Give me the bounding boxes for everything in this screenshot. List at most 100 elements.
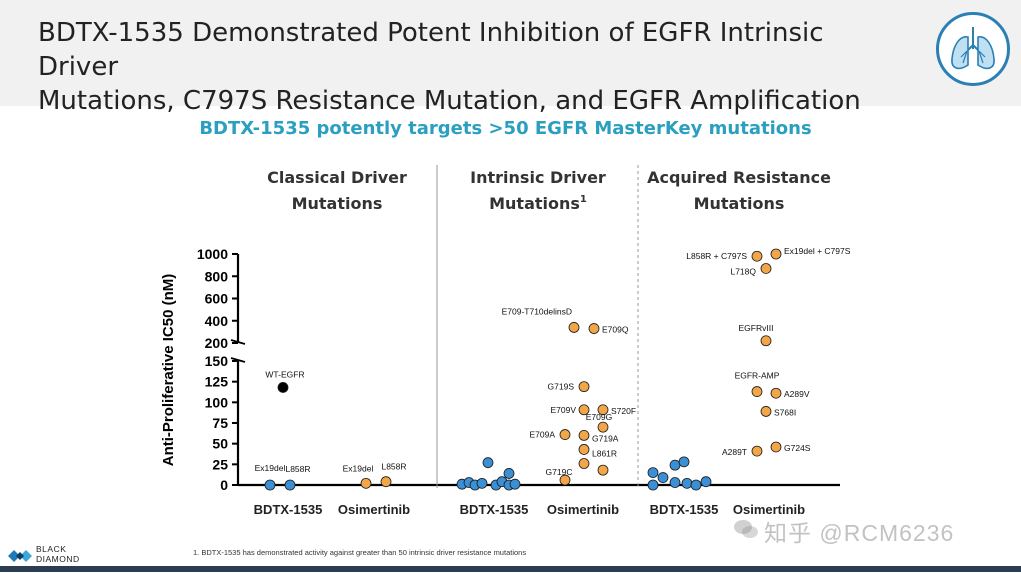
bottom-bar [0,566,1021,572]
osimertinib-point [770,441,782,453]
y-tick-label: 600 [205,291,229,307]
bdtx-point [669,477,681,488]
y-tick-label: 150 [205,353,229,369]
point-label: G719A [592,433,619,443]
watermark-text: 知乎 @RCM6236 [764,520,955,546]
page-title-line2: Mutations, C797S Resistance Mutation, an… [38,86,861,116]
y-tick-label: 50 [212,436,228,452]
osimertinib-point [578,458,590,469]
point-label: E709A [529,430,555,440]
osimertinib-point [751,445,763,457]
bdtx-point [678,456,690,468]
osimertinib-point [597,464,609,476]
osimertinib-point [380,476,392,488]
bdtx-point [482,457,494,469]
y-tick-label: 75 [212,415,228,431]
point-label: L858R + C797S [686,251,747,261]
osimertinib-point [760,263,772,274]
chart-subtitle: BDTX-1535 potently targets >50 EGFR Mast… [199,118,812,139]
point-label: S720F [611,406,636,416]
y-tick-label: 1000 [197,246,228,262]
y-tick-label: 0 [220,477,228,493]
osimertinib-point [578,381,590,393]
bdtx-point [509,478,521,490]
y-tick-label: 200 [205,335,229,351]
header-bar [0,0,1021,106]
y-tick-label: 100 [205,394,229,410]
black-diamond-logo: BLACK DIAMOND [6,544,106,568]
logo-line2: DIAMOND [36,554,80,564]
osimertinib-point [578,429,590,441]
bdtx-point [647,479,659,491]
osimertinib-point [597,404,609,416]
x-group-label: BDTX-1535 [650,502,719,517]
bdtx-point [681,477,693,489]
point-label: EGFRvIII [739,323,774,333]
page-title: BDTX-1535 Demonstrated Potent Inhibition… [38,16,898,118]
bdtx-point [690,479,702,491]
panel-title-line2: Mutations [694,194,785,213]
wt-egfr-point [277,382,289,393]
y-tick-label: 800 [205,268,229,284]
panel-title-line2: Mutations [292,194,383,213]
footnote: 1. BDTX-1535 has demonstrated activity a… [193,548,527,557]
x-group-label: BDTX-1535 [254,502,323,517]
point-label: EGFR-AMP [735,371,780,381]
point-label: Ex19del [255,463,286,473]
point-label: E709-T710delinsD [502,306,572,316]
osimertinib-point [588,323,600,334]
osimertinib-point [760,335,772,347]
osimertinib-point [578,444,590,455]
osimertinib-point [568,322,580,333]
page-title-line1: BDTX-1535 Demonstrated Potent Inhibition… [38,18,824,82]
bdtx-point [284,479,296,491]
panel-title-line1: Intrinsic Driver [470,168,606,187]
osimertinib-point [559,474,571,486]
panel-title-line1: Classical Driver [267,168,407,187]
point-label: L858R [381,462,406,472]
diamond-logo-icon [8,550,32,562]
watermark: 知乎 @RCM6236 [728,514,954,548]
osimertinib-point [597,421,609,433]
point-label: Ex19del + C797S [784,246,851,256]
bdtx-point [657,472,669,483]
point-label: E709V [550,405,576,415]
point-label: S768I [774,407,796,417]
point-label: E709G [586,412,612,422]
y-tick-label: 25 [212,456,228,472]
osimertinib-point [770,387,782,399]
point-label: L858R [285,464,310,474]
bdtx-point [700,476,712,488]
wechat-icon [734,520,758,538]
point-label: L718Q [730,266,756,276]
logo-line1: BLACK [36,544,67,554]
y-tick-label: 125 [205,374,229,390]
osimertinib-point [578,404,590,416]
osimertinib-point [559,429,571,440]
point-label: Ex19del [343,463,374,473]
x-group-label: Osimertinib [733,502,805,517]
point-label: WT-EGFR [265,369,304,379]
osimertinib-point [751,386,763,397]
y-axis-label: Anti-Proliferative IC50 (nM) [160,274,177,467]
osimertinib-point [751,250,763,262]
ic50-scatter-chart: 0 25 50 75 100 125 150 200 400 600 800 1000 Anti-Pro… [160,165,851,517]
point-label: L861R [592,449,617,459]
x-group-label: Osimertinib [547,502,619,517]
bdtx-point [647,467,659,479]
x-group-label: BDTX-1535 [460,502,529,517]
osimertinib-point [770,248,782,260]
bdtx-point [264,479,276,491]
point-label: A289T [722,447,747,457]
bdtx-point [476,477,488,489]
panel-title-line1: Acquired Resistance [647,168,831,187]
logo-text: BLACK DIAMOND [36,544,80,564]
bdtx-point [503,468,515,479]
x-group-label: Osimertinib [338,502,410,517]
point-label: G724S [784,443,811,453]
lungs-icon [936,12,1010,86]
osimertinib-point [760,406,772,417]
point-label: G719C [546,467,573,477]
panel-title-line2: Mutations1 [489,194,587,213]
y-tick-label: 400 [205,313,229,329]
